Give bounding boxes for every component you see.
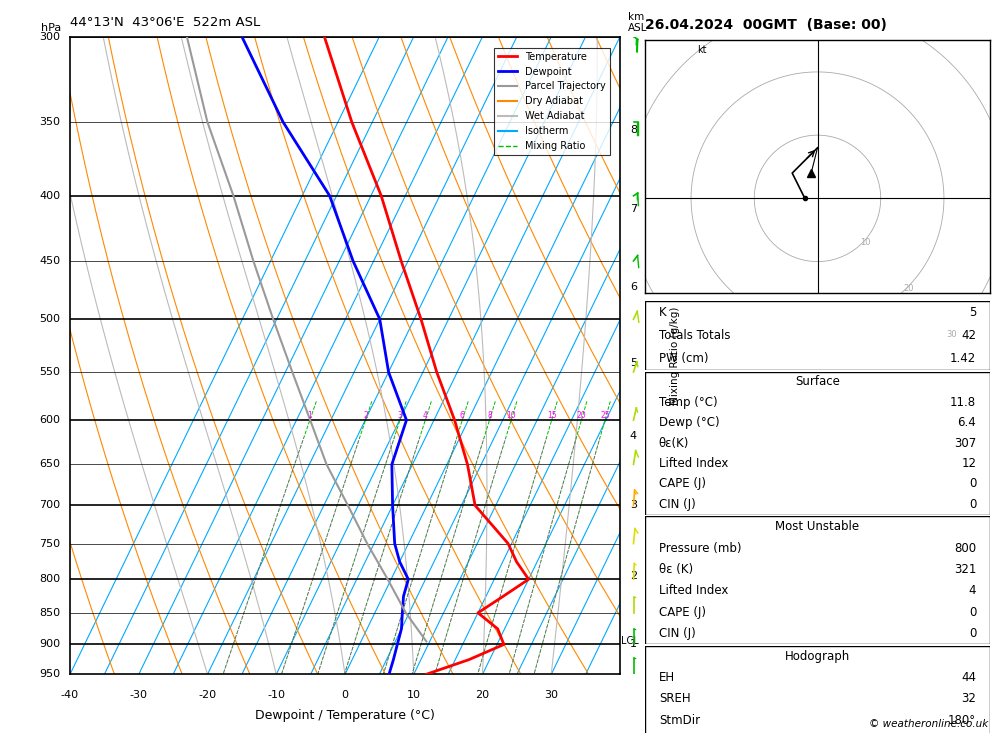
Text: 10: 10 [860,237,871,246]
Text: 4: 4 [423,411,428,420]
Text: 32: 32 [961,693,976,705]
Text: 15: 15 [547,411,556,420]
Text: 5: 5 [969,306,976,319]
Text: Most Unstable: Most Unstable [775,520,860,533]
Text: StmDir: StmDir [659,714,700,726]
Text: 6: 6 [460,411,465,420]
Text: EH: EH [659,671,675,684]
Text: 20: 20 [577,411,586,420]
Text: 180°: 180° [948,714,976,726]
Text: © weatheronline.co.uk: © weatheronline.co.uk [869,719,988,729]
Text: CIN (J): CIN (J) [659,627,696,640]
Text: 8: 8 [487,411,492,420]
Text: 2: 2 [363,411,368,420]
Text: -20: -20 [198,690,217,700]
Text: Pressure (mb): Pressure (mb) [659,542,741,555]
Text: θε (K): θε (K) [659,563,693,576]
Text: 11.8: 11.8 [950,396,976,409]
Text: 5: 5 [630,358,637,368]
Text: 350: 350 [39,117,60,127]
Text: km
ASL: km ASL [628,12,648,34]
Text: 750: 750 [39,539,60,548]
Text: 550: 550 [39,367,60,377]
Text: 20: 20 [903,284,914,292]
Text: 10: 10 [407,690,421,700]
Text: 850: 850 [39,608,60,618]
Text: -30: -30 [130,690,148,700]
Text: 30: 30 [544,690,558,700]
Text: CAPE (J): CAPE (J) [659,477,706,490]
Text: 0: 0 [342,690,349,700]
Text: 44: 44 [961,671,976,684]
Text: 600: 600 [39,415,60,425]
Text: 26.04.2024  00GMT  (Base: 00): 26.04.2024 00GMT (Base: 00) [645,18,887,32]
Text: 6.4: 6.4 [957,416,976,430]
Text: Temp (°C): Temp (°C) [659,396,717,409]
Text: -40: -40 [61,690,79,700]
Text: 0: 0 [969,498,976,511]
Text: 800: 800 [39,574,60,584]
Text: 20: 20 [475,690,490,700]
Text: kt: kt [697,45,707,55]
Text: 4: 4 [630,430,637,441]
Text: CIN (J): CIN (J) [659,498,696,511]
Text: 42: 42 [961,329,976,342]
Text: 10: 10 [506,411,516,420]
Text: -10: -10 [267,690,285,700]
Text: Mixing Ratio (g/kg): Mixing Ratio (g/kg) [670,306,680,405]
Text: 300: 300 [39,32,60,42]
Text: 950: 950 [39,669,60,679]
Text: 25: 25 [600,411,610,420]
Text: Dewpoint / Temperature (°C): Dewpoint / Temperature (°C) [255,710,435,723]
Text: Dewp (°C): Dewp (°C) [659,416,719,430]
Text: hPa: hPa [42,23,62,34]
Text: Lifted Index: Lifted Index [659,457,728,470]
Text: 12: 12 [961,457,976,470]
Text: 3: 3 [630,501,637,510]
Text: 307: 307 [954,437,976,449]
Text: 1: 1 [630,639,637,649]
Text: K: K [659,306,666,319]
Text: Hodograph: Hodograph [785,650,850,663]
Text: 500: 500 [39,314,60,324]
Text: 1: 1 [307,411,312,420]
Text: Lifted Index: Lifted Index [659,584,728,597]
Text: 0: 0 [969,605,976,619]
Text: 0: 0 [969,627,976,640]
Text: 3: 3 [398,411,402,420]
Text: 7: 7 [630,205,637,215]
Text: 4: 4 [969,584,976,597]
Text: CAPE (J): CAPE (J) [659,605,706,619]
Text: 2: 2 [630,571,637,581]
Text: SREH: SREH [659,693,690,705]
Text: 800: 800 [954,542,976,555]
Text: 450: 450 [39,256,60,266]
Text: 6: 6 [630,282,637,292]
Text: 44°13'N  43°06'E  522m ASL: 44°13'N 43°06'E 522m ASL [70,16,260,29]
Text: PW (cm): PW (cm) [659,352,708,365]
Legend: Temperature, Dewpoint, Parcel Trajectory, Dry Adiabat, Wet Adiabat, Isotherm, Mi: Temperature, Dewpoint, Parcel Trajectory… [494,48,610,155]
Text: 8: 8 [630,125,637,135]
Text: 321: 321 [954,563,976,576]
Text: 0: 0 [969,477,976,490]
Text: 650: 650 [39,460,60,469]
Text: Surface: Surface [795,375,840,388]
Text: 700: 700 [39,501,60,510]
Text: Totals Totals: Totals Totals [659,329,730,342]
Text: 30: 30 [946,330,957,339]
Text: θε(K): θε(K) [659,437,689,449]
Text: 1.42: 1.42 [950,352,976,365]
Text: LCL: LCL [621,636,639,647]
Text: 900: 900 [39,639,60,649]
Text: 400: 400 [39,191,60,201]
